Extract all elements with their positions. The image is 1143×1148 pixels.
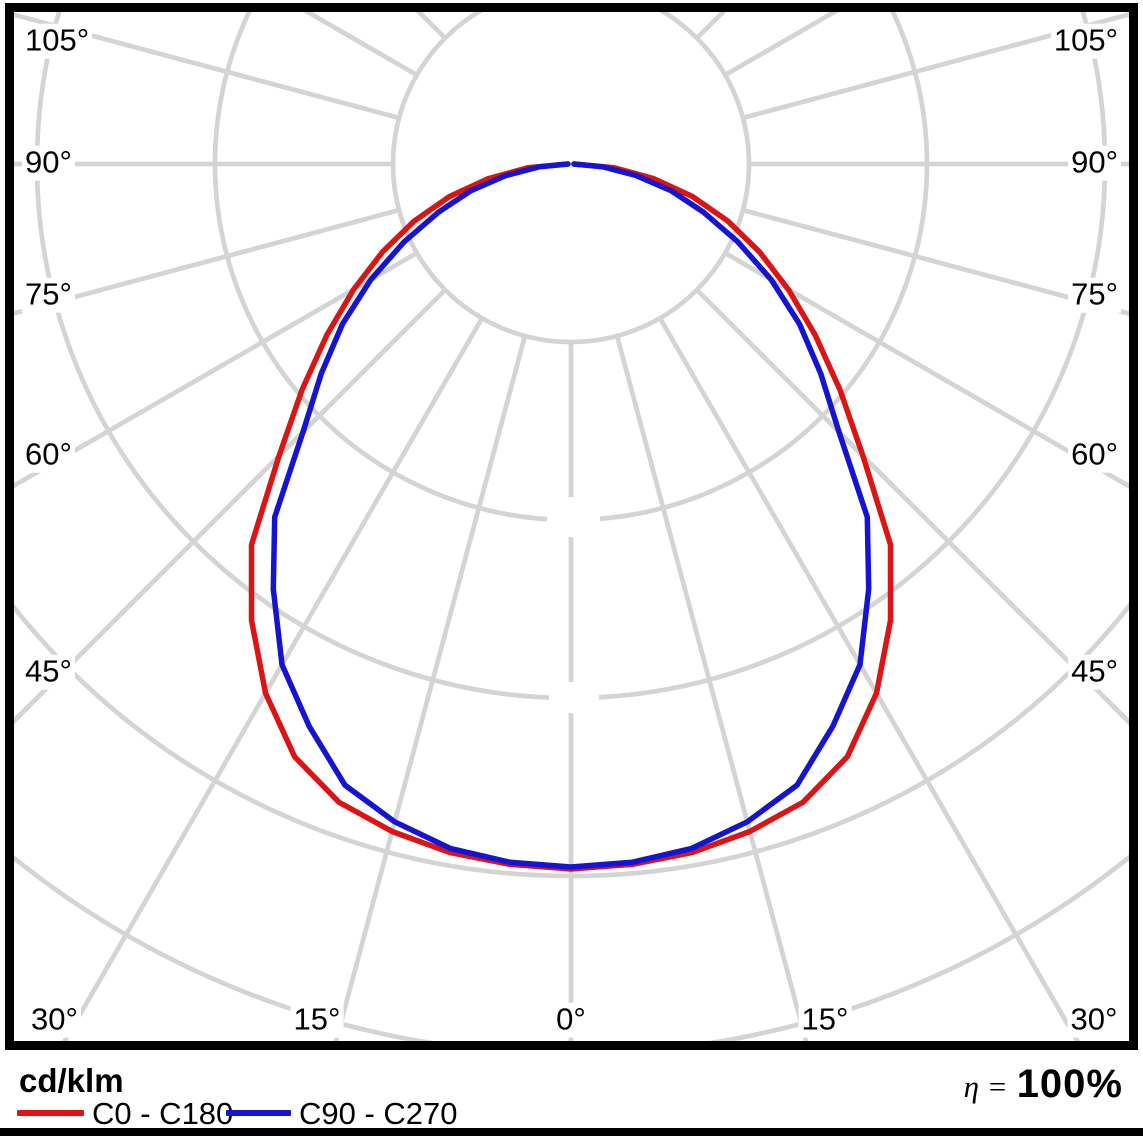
polar-ring: [390, 12, 752, 345]
angle-label: 105°: [1050, 23, 1121, 59]
angle-label: 75°: [1068, 277, 1121, 313]
ring-value-gap: [547, 497, 600, 537]
polar-radial-line: [61, 316, 485, 1041]
polar-radial-line: [723, 250, 1129, 489]
polar-radial-line: [742, 207, 1129, 316]
angle-label: 15°: [798, 1002, 852, 1038]
angle-label: 75°: [22, 277, 75, 313]
legend-label-c0-c180: C0 - C180: [92, 1096, 234, 1131]
angle-label: 30°: [1067, 1002, 1121, 1038]
efficiency-symbol: η =: [963, 1069, 1008, 1104]
angle-label: 90°: [1068, 145, 1121, 181]
polar-ring: [14, 602, 1129, 879]
polar-radial-line: [14, 288, 447, 725]
polar-radial-line: [614, 335, 809, 1041]
polar-radial-line: [14, 207, 400, 316]
angle-label: 15°: [290, 1002, 344, 1038]
angle-label: 60°: [1068, 437, 1121, 473]
polar-radial-line: [14, 12, 400, 121]
polar-radial-line: [742, 12, 1129, 121]
polar-radial-line: [695, 288, 1129, 726]
legend-swatch-c90-c270: [226, 1110, 291, 1116]
legend-swatch-c0-c180: [17, 1110, 84, 1116]
ring-value-gap: [549, 682, 599, 713]
bottom-divider: [0, 1128, 1143, 1136]
polar-radial-line: [333, 335, 528, 1041]
efficiency-readout: η = 100%: [964, 1062, 1123, 1107]
plot-border: [5, 3, 1138, 1050]
angle-label: 105°: [22, 23, 93, 59]
units-label: cd/klm: [19, 1062, 124, 1099]
angle-label: 30°: [28, 1002, 81, 1038]
angle-label: 45°: [22, 654, 75, 690]
efficiency-value: 100%: [1016, 1062, 1123, 1106]
angle-label: 0°: [553, 1002, 589, 1038]
angle-label: 90°: [22, 145, 75, 181]
legend-label-c90-c270: C90 - C270: [299, 1096, 458, 1131]
polar-radial-line: [657, 316, 1081, 1041]
polar-radial-line: [14, 250, 419, 489]
angle-label: 45°: [1068, 654, 1121, 690]
curve-c90-c270: [270, 161, 872, 870]
angle-label: 60°: [22, 437, 75, 473]
legend: C0 - C180 C90 - C270: [0, 1096, 700, 1132]
